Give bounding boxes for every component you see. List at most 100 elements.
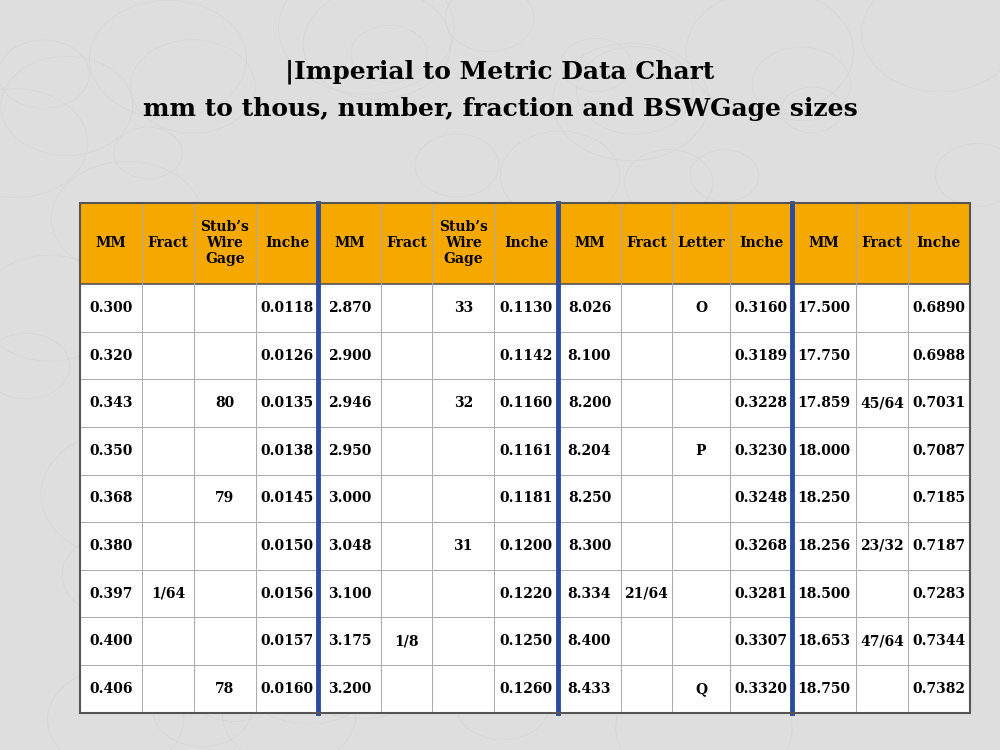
Text: 0.368: 0.368 [89,491,133,506]
Bar [80,475,970,522]
Text: 8.026: 8.026 [568,301,611,315]
Text: 17.859: 17.859 [798,396,851,410]
Text: 0.7087: 0.7087 [912,444,965,458]
Text: 0.6890: 0.6890 [912,301,965,315]
Text: 0.7187: 0.7187 [912,539,965,553]
Text: 21/64: 21/64 [624,586,668,601]
Text: 3.000: 3.000 [328,491,371,506]
Text: 0.406: 0.406 [89,682,133,696]
Text: 79: 79 [215,491,235,506]
Text: 0.397: 0.397 [89,586,133,601]
Text: Inche: Inche [265,236,309,250]
Text: 0.1161: 0.1161 [500,444,553,458]
Text: 33: 33 [454,301,473,315]
Text: Inche: Inche [504,236,548,250]
Text: MM: MM [334,236,365,250]
Text: 0.3248: 0.3248 [734,491,788,506]
Bar [80,665,970,712]
Text: 80: 80 [215,396,235,410]
Text: 32: 32 [454,396,473,410]
Text: 0.7283: 0.7283 [912,586,965,601]
Text: 0.0118: 0.0118 [261,301,314,315]
Text: 2.900: 2.900 [328,349,371,362]
Bar [80,202,970,284]
Text: Fract: Fract [386,236,427,250]
Text: 0.0157: 0.0157 [261,634,314,648]
Text: 0.0145: 0.0145 [261,491,314,506]
Text: 0.1181: 0.1181 [500,491,553,506]
Text: 3.048: 3.048 [328,539,371,553]
Text: P: P [696,444,706,458]
Text: 0.300: 0.300 [89,301,133,315]
Bar [80,332,970,380]
Text: 18.500: 18.500 [798,586,851,601]
Text: Stub’s
Wire
Gage: Stub’s Wire Gage [200,220,249,266]
Text: 0.7344: 0.7344 [912,634,966,648]
Text: 18.750: 18.750 [798,682,851,696]
Text: 8.400: 8.400 [568,634,611,648]
Text: Fract: Fract [862,236,902,250]
Text: Inche: Inche [917,236,961,250]
Text: 2.950: 2.950 [328,444,371,458]
Text: 0.3281: 0.3281 [734,586,788,601]
Text: 0.1220: 0.1220 [500,586,553,601]
Text: 0.0126: 0.0126 [261,349,314,362]
Text: 8.204: 8.204 [568,444,611,458]
Text: 47/64: 47/64 [860,634,904,648]
Text: 0.380: 0.380 [89,539,133,553]
Text: Fract: Fract [148,236,188,250]
Text: 3.100: 3.100 [328,586,371,601]
Text: 8.334: 8.334 [568,586,611,601]
Text: 0.0150: 0.0150 [261,539,314,553]
Text: 0.1160: 0.1160 [500,396,553,410]
Text: 0.3320: 0.3320 [735,682,788,696]
Text: 0.0138: 0.0138 [261,444,314,458]
Text: 0.0135: 0.0135 [261,396,314,410]
Text: Q: Q [695,682,707,696]
Text: 0.3160: 0.3160 [734,301,788,315]
Text: 0.1260: 0.1260 [500,682,553,696]
Text: 2.946: 2.946 [328,396,371,410]
Text: 0.0160: 0.0160 [261,682,314,696]
Text: 0.1130: 0.1130 [500,301,553,315]
Text: O: O [695,301,707,315]
Text: 0.7185: 0.7185 [912,491,965,506]
Text: |Imperial to Metric Data Chart: |Imperial to Metric Data Chart [285,59,715,83]
Text: 0.7031: 0.7031 [912,396,965,410]
Text: 3.200: 3.200 [328,682,371,696]
Text: 0.7382: 0.7382 [912,682,965,696]
Text: 23/32: 23/32 [860,539,904,553]
Text: 8.250: 8.250 [568,491,611,506]
Text: 0.350: 0.350 [89,444,133,458]
Text: 0.3228: 0.3228 [735,396,788,410]
Bar [80,380,970,427]
Text: 8.300: 8.300 [568,539,611,553]
Text: 18.653: 18.653 [798,634,851,648]
Bar [80,427,970,475]
Text: 17.500: 17.500 [798,301,851,315]
Text: Fract: Fract [626,236,667,250]
Text: 1/8: 1/8 [394,634,419,648]
Text: 3.175: 3.175 [328,634,371,648]
Text: 0.1250: 0.1250 [500,634,553,648]
Bar [80,202,970,712]
Bar [80,617,970,665]
Text: MM: MM [96,236,126,250]
Text: 18.000: 18.000 [798,444,851,458]
Text: 8.100: 8.100 [568,349,611,362]
Text: 8.200: 8.200 [568,396,611,410]
Text: 78: 78 [215,682,235,696]
Text: 18.250: 18.250 [798,491,851,506]
Text: 0.3189: 0.3189 [734,349,788,362]
Text: 0.320: 0.320 [89,349,133,362]
Text: Letter: Letter [677,236,725,250]
Text: MM: MM [809,236,840,250]
Bar [80,570,970,617]
Bar [80,522,970,570]
Text: 17.750: 17.750 [798,349,851,362]
Bar [80,284,970,332]
Text: 8.433: 8.433 [568,682,611,696]
Text: 2.870: 2.870 [328,301,371,315]
Text: 0.1200: 0.1200 [500,539,553,553]
Text: mm to thous, number, fraction and BSWGage sizes: mm to thous, number, fraction and BSWGag… [143,97,857,121]
